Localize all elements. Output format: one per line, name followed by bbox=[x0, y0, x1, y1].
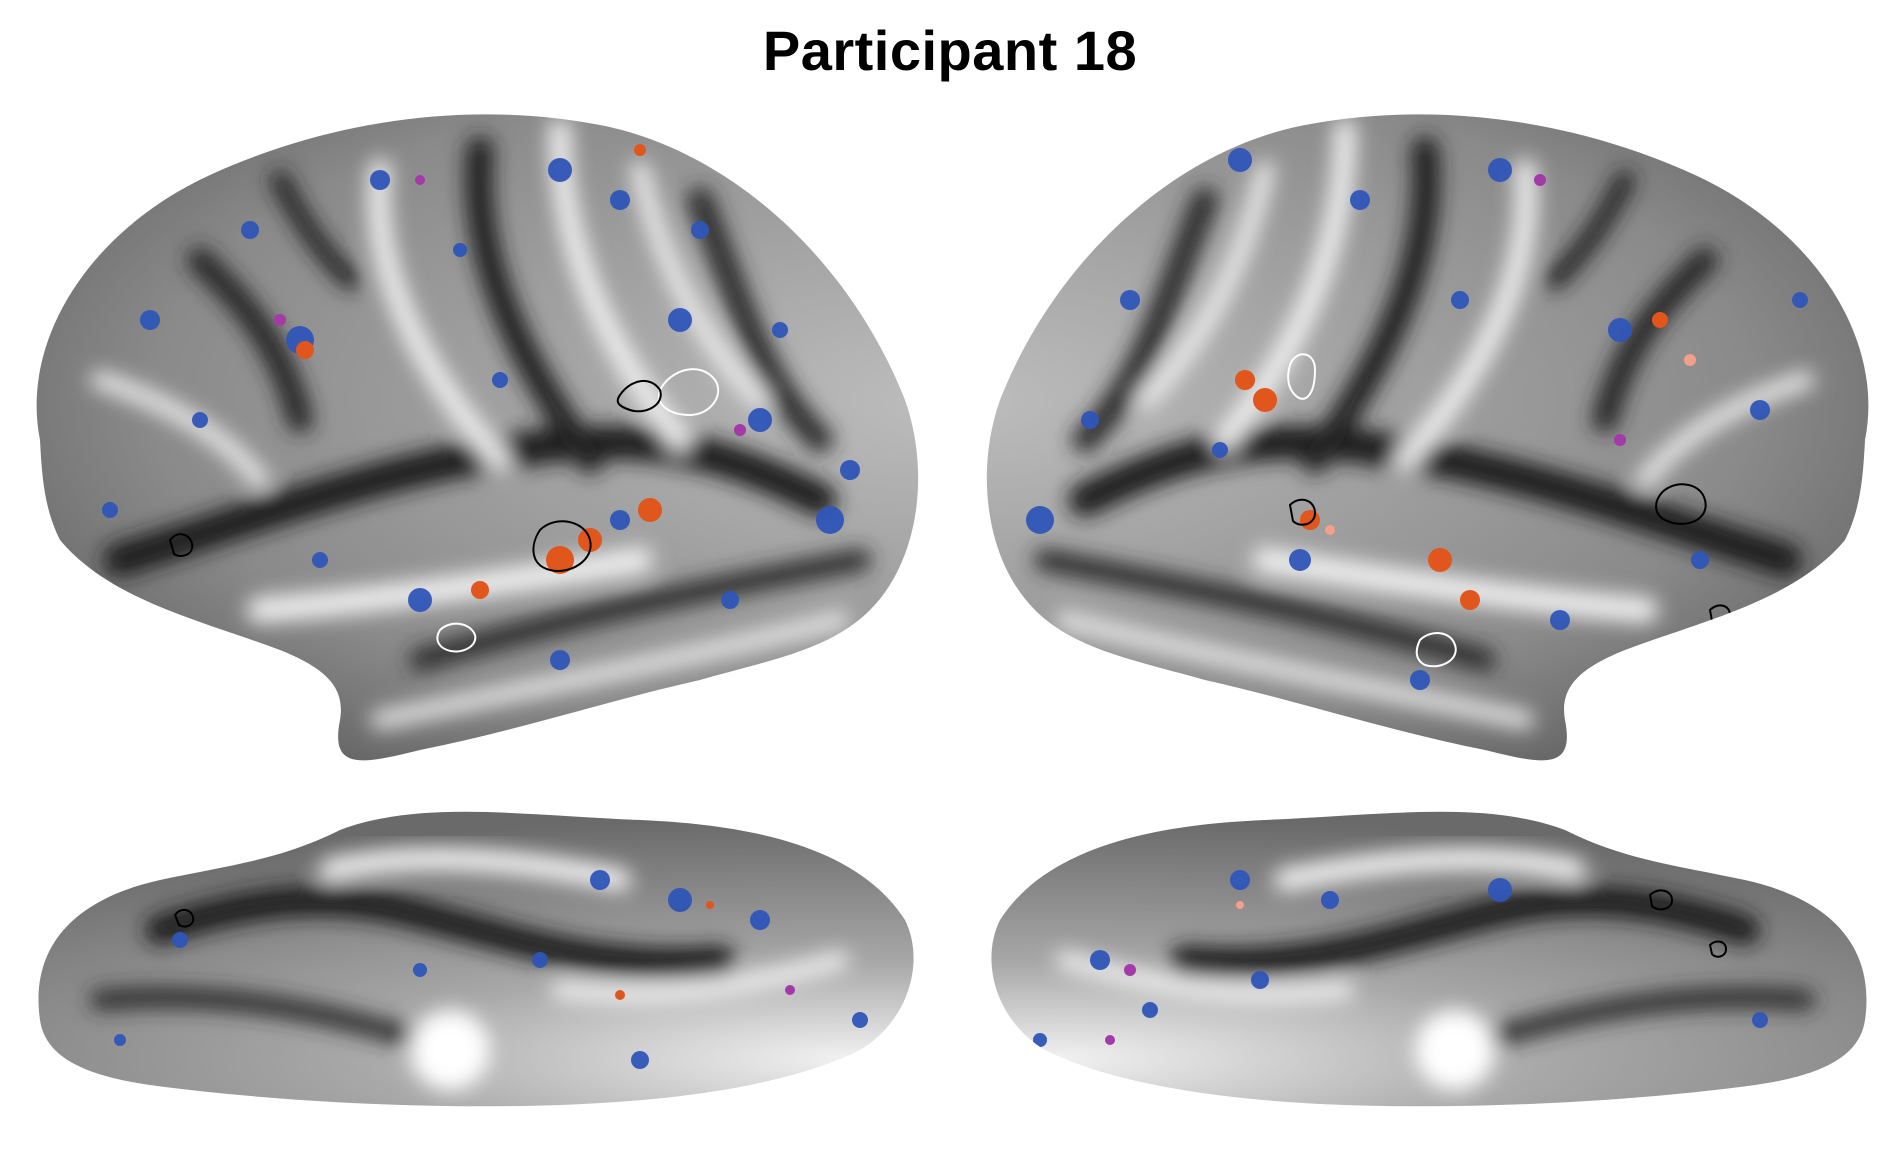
left-lateral-view bbox=[0, 0, 1900, 800]
right-medial-view bbox=[5, 800, 1900, 1170]
right-lateral-view bbox=[5, 0, 1900, 800]
left-medial-view bbox=[0, 800, 1900, 1170]
figure-title: Participant 18 bbox=[762, 19, 1138, 82]
